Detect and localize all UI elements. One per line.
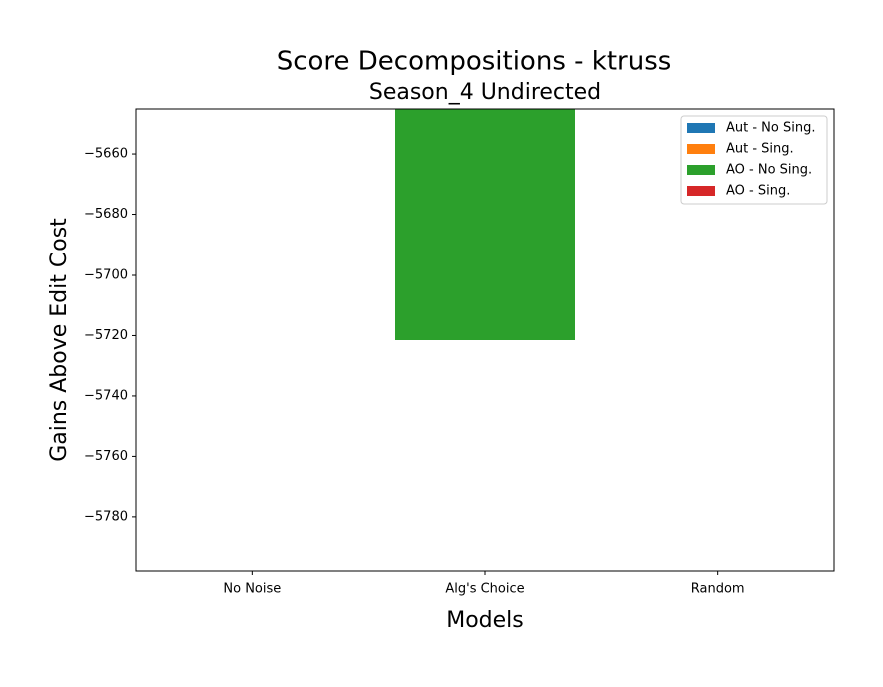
y-tick-label: −5700 bbox=[84, 267, 128, 282]
y-tick-label: −5680 bbox=[84, 207, 128, 222]
y-tick-label: −5660 bbox=[84, 147, 128, 162]
chart-title: Score Decompositions - ktruss bbox=[277, 47, 672, 77]
bar-segment bbox=[395, 109, 575, 340]
x-tick-label: Random bbox=[691, 582, 745, 597]
legend-swatch bbox=[687, 165, 715, 175]
legend-label: AO - Sing. bbox=[726, 184, 790, 199]
x-tick-label: No Noise bbox=[223, 582, 281, 597]
legend-swatch bbox=[687, 186, 715, 196]
legend-label: Aut - Sing. bbox=[726, 142, 794, 157]
legend-label: Aut - No Sing. bbox=[726, 121, 815, 136]
y-tick-label: −5780 bbox=[84, 509, 128, 524]
y-tick-label: −5720 bbox=[84, 328, 128, 343]
x-tick-label: Alg's Choice bbox=[445, 582, 524, 597]
legend-box bbox=[680, 115, 828, 205]
legend-swatch bbox=[687, 144, 715, 154]
plot-area bbox=[395, 109, 575, 340]
x-axis-label: Models bbox=[446, 608, 524, 633]
y-tick-label: −5760 bbox=[84, 449, 128, 464]
y-axis-label: Gains Above Edit Cost bbox=[47, 218, 72, 462]
y-tick-label: −5740 bbox=[84, 388, 128, 403]
legend-swatch bbox=[687, 123, 715, 133]
chart-subtitle: Season_4 Undirected bbox=[369, 80, 601, 105]
legend-label: AO - No Sing. bbox=[726, 163, 812, 178]
